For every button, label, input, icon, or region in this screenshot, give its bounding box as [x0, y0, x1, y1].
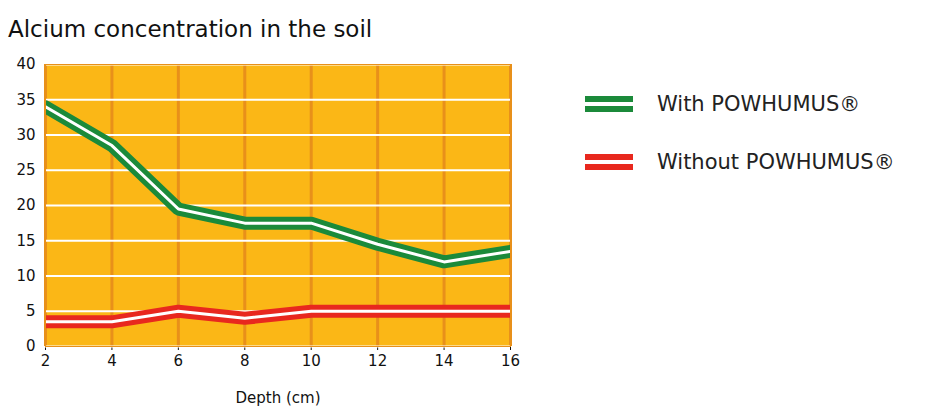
html-text:Without POWHUMUS®: Without POWHUMUS® [657, 150, 895, 174]
svg-text:5: 5 [26, 302, 36, 320]
svg-text:20: 20 [16, 196, 35, 214]
svg-text:30: 30 [16, 126, 35, 144]
svg-text:15: 15 [16, 232, 35, 250]
svg-text:6: 6 [174, 352, 184, 370]
svg-text:14: 14 [435, 352, 454, 370]
svg-text:0: 0 [26, 337, 36, 355]
svg-text:Depth (cm): Depth (cm) [235, 389, 320, 407]
svg-text:12: 12 [368, 352, 387, 370]
svg-text:10: 10 [16, 267, 35, 285]
svg-text:35: 35 [16, 91, 35, 109]
svg-text:2: 2 [41, 352, 51, 370]
html-text:Alcium concentration in the so: Alcium concentration in the soil [8, 16, 373, 42]
svg-text:25: 25 [16, 161, 35, 179]
svg-text:10: 10 [302, 352, 321, 370]
svg-text:16: 16 [501, 352, 520, 370]
html-text:With POWHUMUS®: With POWHUMUS® [657, 92, 861, 116]
svg-text:8: 8 [240, 352, 250, 370]
svg-text:4: 4 [107, 352, 117, 370]
svg-text:40: 40 [16, 55, 35, 73]
